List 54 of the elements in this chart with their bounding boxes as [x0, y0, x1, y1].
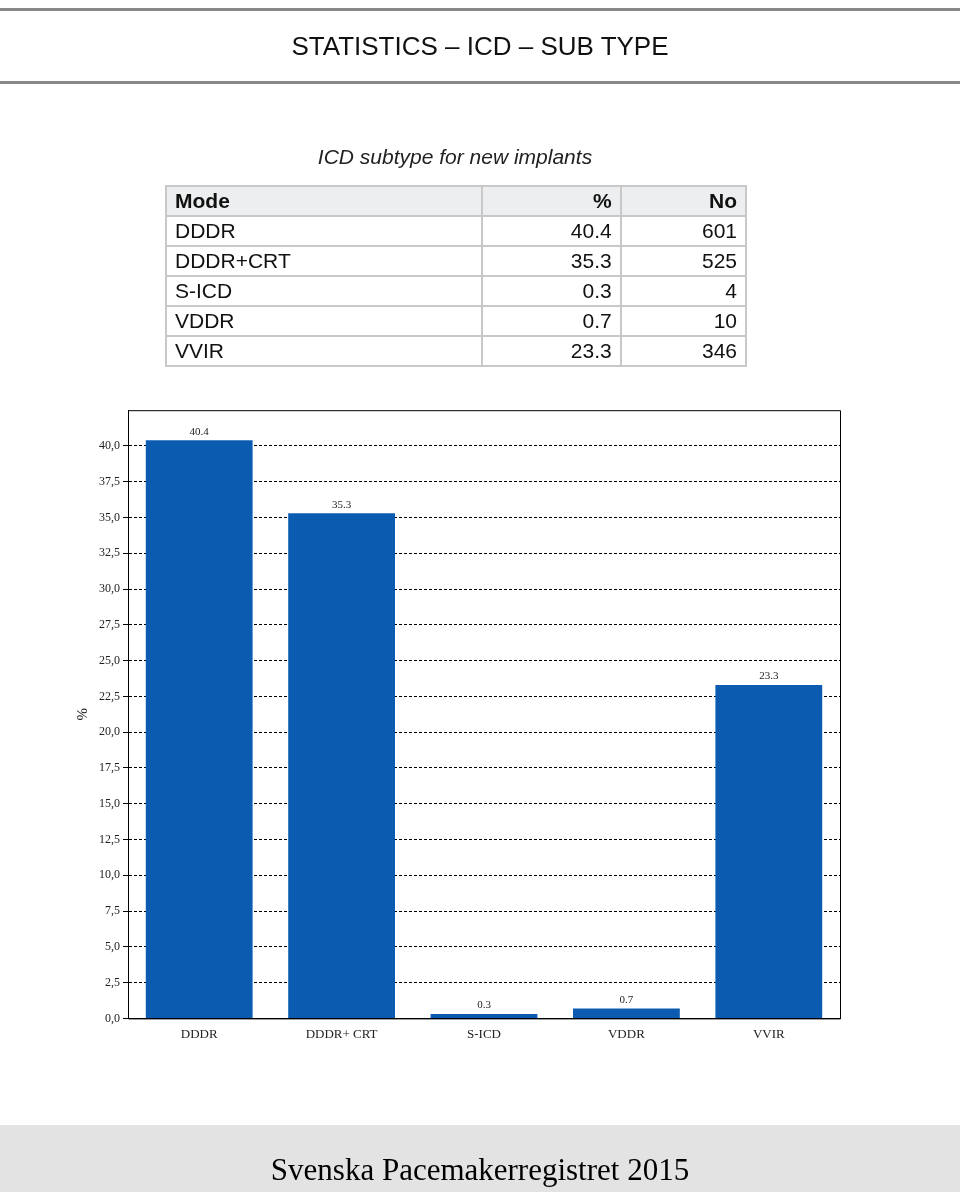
data-label: 40.4 [189, 424, 210, 437]
y-tick-label: 12,5 [99, 831, 120, 846]
text: No [620, 186, 746, 216]
data-label: 0.3 [477, 998, 492, 1011]
y-tick-label: 17,5 [99, 760, 120, 775]
x-tick-label: DDDR+ CRT [305, 1025, 378, 1041]
bar [430, 1014, 538, 1018]
category-label: VVIR [166, 336, 482, 366]
y-tick-label: 35,0 [99, 509, 120, 524]
bar [573, 1008, 680, 1018]
x-tick-label: VVIR [752, 1025, 786, 1041]
category-label: DDDR [166, 216, 482, 246]
bar [145, 440, 253, 1018]
data-label: 35.3 [481, 246, 621, 276]
y-tick-label: 32,5 [99, 545, 120, 560]
data-label: 0.3 [481, 276, 621, 306]
y-tick-label: 22,5 [99, 688, 120, 703]
data-label: 0.7 [619, 992, 634, 1005]
text: Svenska Pacemakerregistret 2015 [0, 1125, 960, 1192]
x-tick-label: DDDR [180, 1025, 218, 1041]
y-tick-label: 30,0 [99, 581, 120, 596]
x-tick-label: S-ICD [467, 1025, 501, 1041]
text: ICD subtype for new implants [316, 145, 594, 169]
y-tick-label: 37,5 [99, 473, 120, 488]
text: Mode [166, 186, 482, 216]
y-tick-label: 15,0 [99, 795, 120, 810]
y-tick-label: 25,0 [99, 652, 120, 667]
y-tick-label: 7,5 [105, 903, 120, 918]
data-label: 525 [620, 246, 746, 276]
text: STATISTICS – ICD – SUB TYPE [0, 11, 960, 81]
bar [715, 684, 823, 1018]
text: % [481, 186, 621, 216]
data-label: 601 [620, 216, 746, 246]
y-tick-label: 27,5 [99, 617, 120, 632]
data-label: 4 [620, 276, 746, 306]
category-label: VDDR [166, 306, 482, 336]
data-label: 23.3 [481, 336, 621, 366]
data-label: 40.4 [481, 216, 621, 246]
x-tick-label: VDDR [607, 1025, 646, 1041]
category-label: S-ICD [166, 276, 482, 306]
y-tick-label: 2,5 [105, 974, 120, 989]
data-label: 23.3 [759, 669, 779, 682]
y-axis-title: % [73, 708, 90, 721]
data-label: 10 [620, 306, 746, 336]
y-tick-label: 0,0 [105, 1010, 120, 1025]
data-label: 346 [620, 336, 746, 366]
y-tick-label: 5,0 [105, 939, 120, 953]
data-label: 0.7 [481, 306, 621, 336]
data-label: 35.3 [331, 497, 352, 510]
y-tick-label: 20,0 [99, 724, 120, 739]
bar [288, 513, 395, 1018]
category-label: DDDR+CRT [166, 246, 482, 276]
y-tick-label: 10,0 [99, 867, 120, 882]
y-tick-label: 40,0 [99, 438, 120, 453]
